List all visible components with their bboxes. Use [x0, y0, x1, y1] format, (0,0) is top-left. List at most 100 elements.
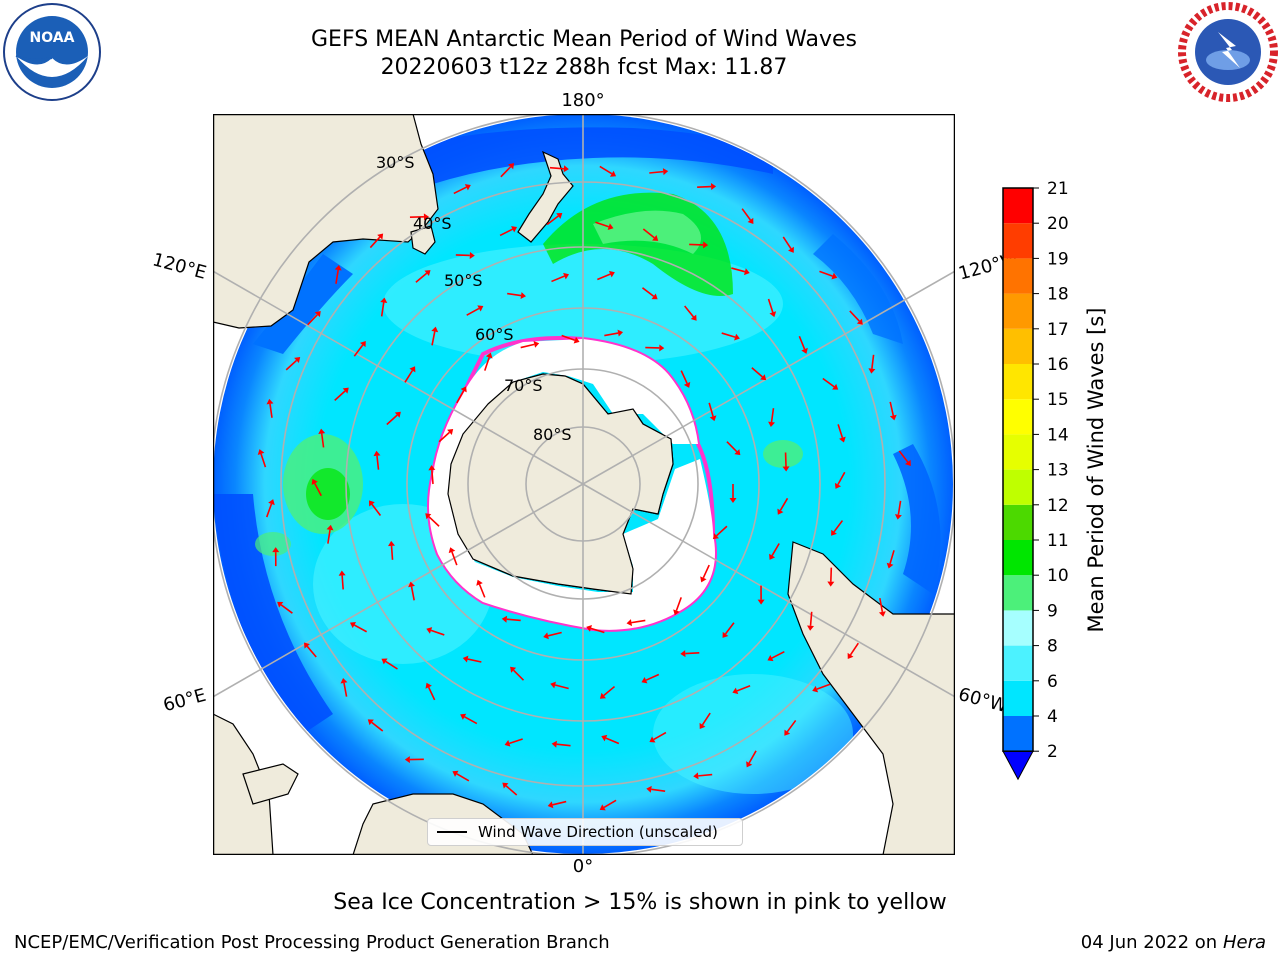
- colorbar-tick-label: 16: [1047, 355, 1069, 375]
- lat-label-80s: 80°S: [533, 425, 572, 444]
- wave-arrow-shaft: [410, 586, 415, 601]
- wave-arrow-shaft: [702, 564, 710, 579]
- wave-arrow-shaft: [507, 292, 522, 297]
- wave-arrow-head: [649, 736, 656, 743]
- wave-arrow-shaft: [415, 272, 428, 283]
- wave-arrow-shaft: [455, 254, 470, 257]
- wave-arrow-shaft: [506, 618, 521, 622]
- wave-arrow-shaft: [889, 550, 895, 564]
- wave-arrow-head: [368, 500, 375, 507]
- wave-arrow-shaft: [698, 773, 713, 777]
- wave-arrow-shaft: [809, 611, 813, 626]
- wind-wave-arrows: [257, 163, 911, 811]
- wave-arrow-shaft: [549, 166, 564, 170]
- wave-arrow-shaft: [552, 800, 567, 806]
- wave-arrow-head: [277, 601, 284, 608]
- wave-arrow-head: [651, 293, 658, 300]
- wave-arrow-head: [550, 681, 556, 689]
- wave-arrow-head: [699, 722, 706, 729]
- wave-arrow-shaft: [385, 660, 398, 670]
- wave-arrow-shaft: [306, 645, 317, 658]
- australia: [213, 114, 439, 329]
- colorbar: 2 4 6 8 9 10 11 12 13 14 15 16 17 18 19 20 21: [1002, 180, 1069, 781]
- wave-arrow-head: [673, 609, 680, 616]
- wave-arrow-shaft: [484, 357, 490, 371]
- wave-arrow-shaft: [726, 441, 738, 453]
- wave-arrow-shaft: [771, 650, 785, 659]
- colorbar-tick-label: 14: [1047, 425, 1069, 445]
- legend-label: Wind Wave Direction (unscaled): [478, 823, 718, 841]
- wave-arrow-head: [424, 270, 431, 276]
- wave-arrow-shaft: [428, 516, 440, 527]
- wave-arrow-shaft: [731, 267, 746, 273]
- wave-arrow-head: [769, 553, 776, 560]
- wave-arrow-shaft: [334, 390, 346, 401]
- south-america: [787, 541, 955, 855]
- wave-arrow-head: [889, 414, 897, 421]
- wave-arrow-shaft: [438, 431, 450, 443]
- wave-arrow-head: [501, 615, 508, 623]
- colorbar-extend-triangle: [1002, 750, 1034, 781]
- chart-subtitle: 20220603 t12z 288h fcst Max: 11.87: [380, 55, 788, 80]
- wave-arrow-shaft: [771, 543, 780, 556]
- wave-arrow-head: [311, 478, 318, 485]
- wave-arrow-head: [782, 466, 790, 472]
- wave-arrow-head: [680, 650, 686, 658]
- colorbar-cell: [1003, 364, 1033, 400]
- wave-arrow-shaft: [837, 471, 846, 485]
- wave-arrow-head: [768, 421, 776, 428]
- wave-arrow-shaft: [269, 403, 273, 418]
- wave-arrow-shaft: [590, 627, 605, 634]
- wave-arrow-head: [609, 170, 617, 177]
- colorbar-tick-label: 4: [1047, 707, 1058, 727]
- wave-arrow-head: [469, 251, 475, 259]
- wave-arrow-head: [831, 272, 838, 280]
- wave-arrow-shaft: [849, 642, 859, 656]
- wave-arrow-head: [520, 292, 526, 300]
- wave-arrow-head: [868, 368, 876, 374]
- wave-arrow-head: [543, 632, 549, 640]
- wave-arrow-shaft: [547, 631, 562, 637]
- colorbar-tick-label: 2: [1047, 742, 1058, 762]
- wave-arrow-head: [359, 341, 366, 348]
- wave-arrow-shaft: [404, 370, 414, 383]
- colorbar-cell: [1003, 223, 1033, 259]
- wave-arrow-head: [586, 625, 592, 632]
- wave-arrow-shaft: [369, 236, 381, 249]
- colorbar-tick-label: 17: [1047, 320, 1069, 340]
- colorbar-tick-label: 19: [1047, 249, 1069, 269]
- wave-arrow-head: [452, 770, 459, 777]
- colorbar-cell: [1003, 399, 1033, 435]
- wave-arrow-shaft: [680, 370, 688, 384]
- wave-arrow-head: [426, 627, 433, 634]
- wave-arrow-shaft: [478, 584, 486, 598]
- wave-arrow-head: [709, 415, 717, 422]
- machine-name: Hera: [1222, 932, 1266, 953]
- wave-arrow-head: [734, 449, 741, 456]
- wave-arrow-head: [626, 619, 633, 627]
- wave-arrow-head: [318, 428, 326, 435]
- wave-arrow-shaft: [603, 799, 617, 809]
- wave-arrow-shaft: [748, 750, 757, 764]
- wave-arrow-head: [266, 398, 274, 405]
- wave-arrow-shaft: [685, 652, 700, 655]
- wave-arrow-head: [608, 270, 615, 278]
- wave-arrow-shaft: [822, 377, 835, 388]
- wave-arrow-shaft: [314, 482, 322, 497]
- wave-arrow-shaft: [513, 669, 525, 681]
- wave-arrow-head: [404, 756, 410, 764]
- wave-arrow-shaft: [701, 712, 711, 726]
- noaa-logo: NOAA: [3, 3, 101, 101]
- colorbar-cell: [1003, 504, 1033, 540]
- colorbar-cell: [1003, 469, 1033, 505]
- wave-arrow-shaft: [595, 221, 610, 228]
- wave-arrow-head: [784, 729, 791, 736]
- wave-arrow-shaft: [505, 785, 518, 796]
- wave-arrow-shaft: [371, 721, 384, 732]
- wave-arrow-shaft: [897, 500, 902, 515]
- wave-arrow-head: [729, 498, 737, 503]
- wave-arrow-head: [334, 264, 342, 271]
- wave-arrow-shaft: [341, 575, 344, 590]
- wave-arrow-head: [746, 761, 753, 768]
- wave-arrow-shaft: [849, 310, 860, 322]
